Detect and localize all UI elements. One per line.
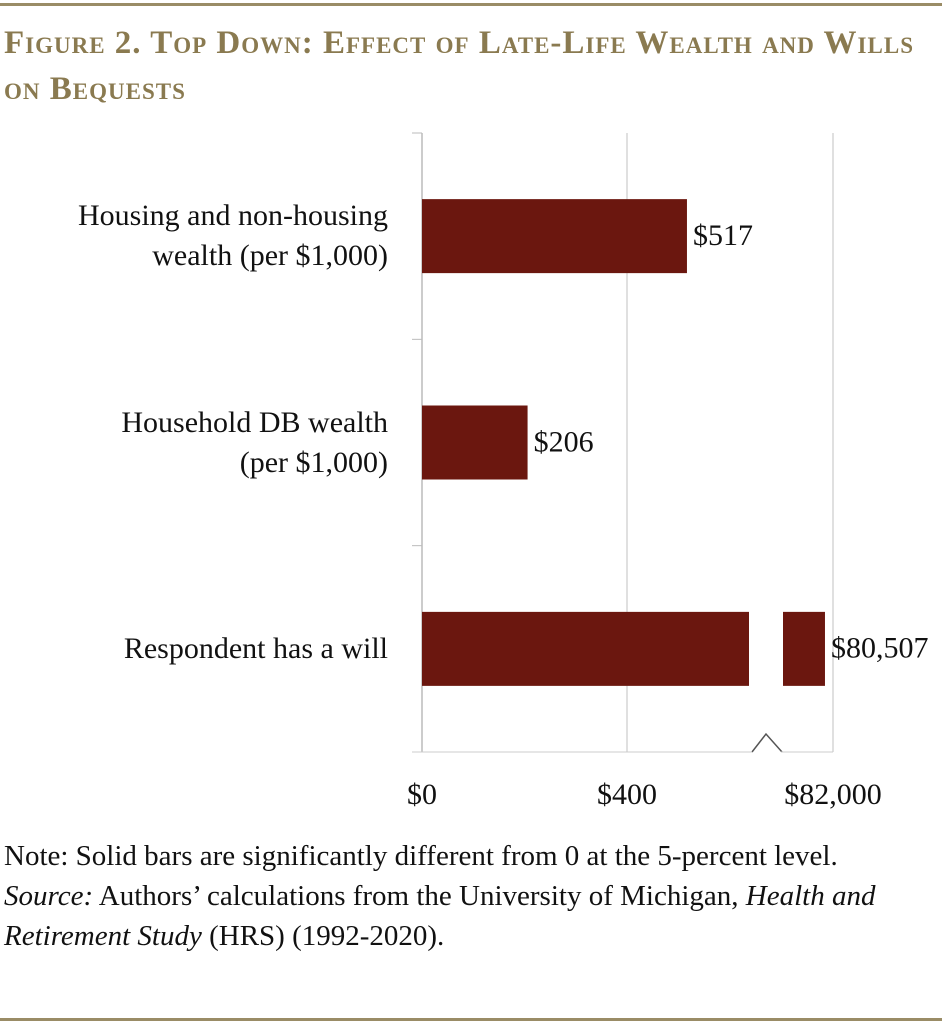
notes: Note: Solid bars are significantly diffe… [4, 836, 934, 956]
category-label: Respondent has a will [123, 631, 388, 665]
bottom-rule [0, 1018, 942, 1021]
source-tail: (HRS) (1992-2020). [209, 920, 445, 952]
source-label: Source: [4, 880, 94, 912]
category-label: Household DB wealth (per $1,000) [121, 405, 388, 479]
value-label: $517 [693, 219, 753, 252]
axis-break-marker [751, 732, 783, 753]
note: Note: Solid bars are significantly diffe… [4, 840, 838, 872]
value-label: $206 [534, 425, 594, 458]
chart-title: Figure 2. Top Down: Effect of Late-Life … [4, 25, 914, 107]
bar [422, 199, 687, 274]
source-title: Health and Retirement Study [4, 880, 876, 952]
value-label: $80,507 [831, 632, 929, 665]
source: Source: Authors’ calculations from the U… [4, 876, 934, 956]
category-label: Housing and non-housing wealth (per $1,0… [78, 199, 388, 273]
bar [422, 405, 528, 480]
x-tick-label: $0 [407, 778, 437, 811]
x-tick-label: $400 [597, 778, 657, 811]
chart: $0 $400 $82,000 $517 $206 $80,507 [407, 132, 929, 811]
top-rule [0, 3, 942, 6]
source-text: Authors’ calculations from the Universit… [98, 880, 739, 912]
bar [422, 611, 825, 686]
x-tick-label: $82,000 [784, 778, 882, 811]
